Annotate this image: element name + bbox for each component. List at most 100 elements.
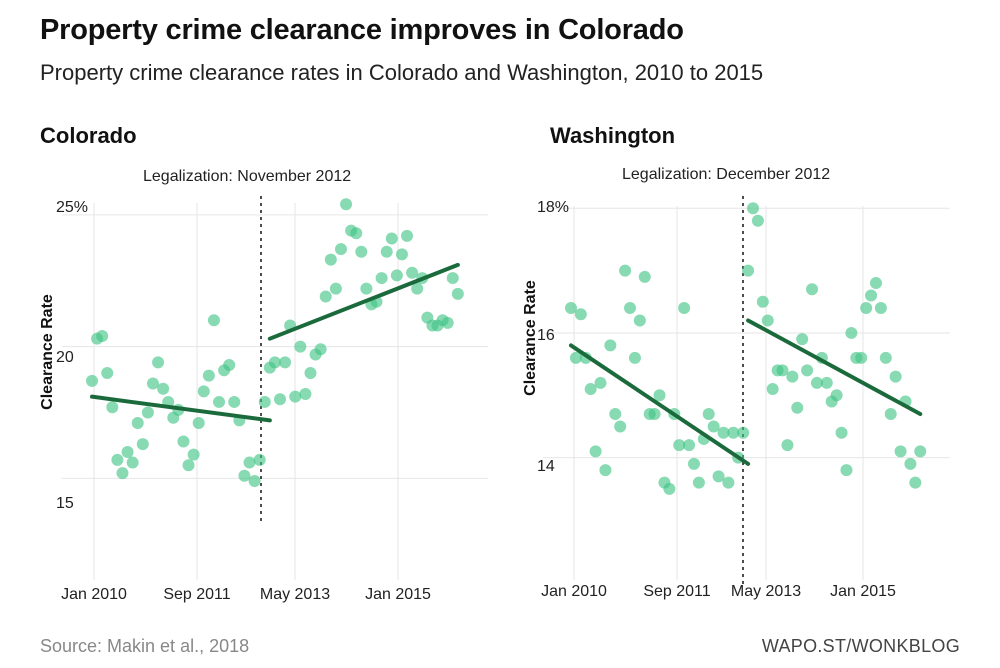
- colorado-data-point: [350, 227, 363, 240]
- colorado-data-point: [390, 269, 403, 282]
- colorado-data-point: [116, 467, 129, 480]
- colorado-panel-title: Colorado: [40, 123, 137, 148]
- credit-link[interactable]: WAPO.ST/WONKBLOG: [761, 636, 960, 656]
- washington-x-tick-label: May 2013: [731, 583, 801, 600]
- colorado-data-point: [446, 272, 459, 285]
- colorado-data-point: [192, 417, 205, 430]
- washington-data-point: [678, 302, 691, 314]
- washington-data-point: [609, 408, 622, 420]
- chart-title: Property crime clearance improves in Col…: [40, 14, 684, 46]
- washington-panel-title: Washington: [550, 123, 676, 148]
- washington-y-tick-label: 14: [537, 458, 555, 475]
- colorado-data-point: [121, 446, 134, 459]
- colorado-data-point: [451, 287, 464, 300]
- colorado-data-point: [136, 438, 149, 451]
- colorado-data-point: [385, 232, 398, 245]
- colorado-data-point: [314, 343, 327, 356]
- colorado-data-point: [207, 314, 220, 327]
- colorado-y-tick-label: 25%: [56, 199, 88, 216]
- colorado-data-point: [406, 266, 419, 279]
- washington-data-point: [865, 289, 878, 302]
- colorado-data-point: [375, 272, 388, 285]
- washington-data-point: [751, 214, 764, 227]
- colorado-legalization-annotation: Legalization: November 2012: [143, 168, 352, 185]
- colorado-data-point: [243, 456, 256, 469]
- colorado-data-point: [324, 253, 337, 266]
- washington-data-point: [702, 408, 715, 420]
- washington-data-point: [594, 376, 607, 389]
- washington-data-point: [742, 264, 755, 277]
- washington-data-point: [806, 283, 819, 296]
- washington-data-point: [737, 426, 750, 439]
- colorado-data-point: [197, 385, 210, 398]
- colorado-data-point: [279, 356, 292, 369]
- colorado-data-point: [289, 390, 302, 403]
- colorado-data-point: [380, 245, 393, 258]
- washington-data-point: [569, 351, 582, 364]
- washington-data-point: [584, 383, 597, 396]
- washington-data-point: [914, 445, 927, 458]
- colorado-data-point: [228, 395, 241, 408]
- washington-data-point: [722, 476, 735, 489]
- colorado-trend-line-pre: [90, 394, 272, 423]
- washington-x-tick-label: Sep 2011: [643, 583, 710, 600]
- washington-data-point: [781, 439, 794, 452]
- colorado-trend-line-post: [267, 262, 460, 341]
- washington-data-point: [673, 439, 686, 452]
- colorado-chart: 15 20 25% Jan 2010 Sep 2011 May 2013 Jan 2015 C…: [39, 196, 488, 603]
- washington-data-point: [879, 351, 892, 364]
- washington-data-point: [619, 264, 632, 277]
- source-note: Source: Makin et al., 2018: [40, 636, 250, 656]
- colorado-data-point: [294, 340, 307, 353]
- colorado-data-point: [182, 459, 195, 472]
- colorado-x-tick-label: Sep 2011: [163, 586, 230, 603]
- washington-data-point: [624, 302, 637, 314]
- washington-data-point: [776, 364, 789, 377]
- colorado-data-point: [177, 435, 190, 448]
- washington-data-point: [683, 439, 696, 452]
- colorado-data-point: [268, 356, 281, 369]
- colorado-data-point: [360, 282, 373, 295]
- colorado-data-point: [274, 393, 286, 406]
- washington-data-point: [791, 401, 804, 414]
- washington-data-point: [796, 333, 809, 346]
- washington-data-point: [712, 470, 725, 483]
- colorado-data-point: [441, 316, 454, 329]
- washington-data-point: [835, 426, 848, 439]
- washington-data-point: [889, 370, 902, 383]
- washington-x-tick-label: Jan 2010: [541, 583, 607, 600]
- colorado-data-point: [187, 448, 200, 461]
- washington-data-point: [855, 351, 868, 364]
- washington-data-point: [884, 408, 897, 420]
- colorado-data-point: [319, 290, 332, 303]
- colorado-data-point: [329, 282, 342, 295]
- washington-data-point: [830, 389, 843, 402]
- colorado-data-point: [141, 406, 154, 419]
- washington-data-point: [717, 426, 730, 439]
- washington-data-point: [653, 389, 666, 402]
- colorado-data-point: [258, 395, 271, 408]
- washington-data-point: [840, 464, 853, 477]
- washington-data-point: [761, 314, 774, 327]
- washington-data-point: [766, 383, 779, 396]
- washington-data-point: [663, 482, 676, 495]
- washington-data-point: [687, 457, 700, 470]
- washington-data-point: [756, 295, 769, 308]
- colorado-y-tick-label: 20: [56, 349, 74, 366]
- washington-y-axis-label: Clearance Rate: [522, 280, 539, 396]
- washington-data-point: [747, 202, 759, 215]
- colorado-x-tick-label: Jan 2010: [61, 586, 127, 603]
- colorado-data-point: [355, 245, 368, 258]
- washington-trend-line-post: [746, 318, 923, 416]
- washington-data-point: [727, 426, 740, 439]
- washington-data-point: [810, 376, 823, 389]
- washington-data-point: [614, 420, 627, 433]
- colorado-data-point: [131, 417, 144, 430]
- colorado-data-point: [111, 453, 124, 466]
- colorado-data-point: [213, 395, 226, 408]
- washington-y-tick-label: 16: [537, 327, 555, 344]
- colorado-data-point: [86, 374, 98, 387]
- washington-data-point: [589, 445, 602, 458]
- washington-data-point: [801, 364, 814, 377]
- colorado-y-tick-label: 15: [56, 495, 74, 512]
